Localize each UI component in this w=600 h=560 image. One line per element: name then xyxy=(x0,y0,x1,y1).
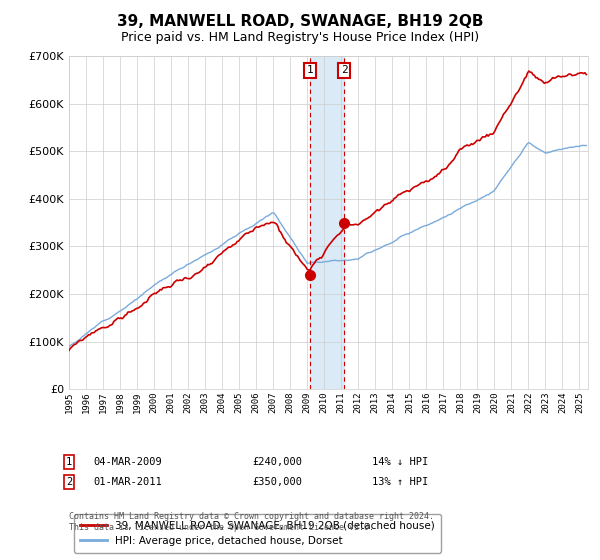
Text: 1: 1 xyxy=(66,457,72,467)
Text: 14% ↓ HPI: 14% ↓ HPI xyxy=(372,457,428,467)
Bar xyxy=(310,56,344,389)
Text: 2: 2 xyxy=(66,477,72,487)
Text: 1: 1 xyxy=(307,66,313,75)
Text: £350,000: £350,000 xyxy=(252,477,302,487)
Text: Price paid vs. HM Land Registry's House Price Index (HPI): Price paid vs. HM Land Registry's House … xyxy=(121,31,479,44)
Text: 04-MAR-2009: 04-MAR-2009 xyxy=(93,457,162,467)
Text: Contains HM Land Registry data © Crown copyright and database right 2024.
This d: Contains HM Land Registry data © Crown c… xyxy=(69,512,434,532)
Text: £240,000: £240,000 xyxy=(252,457,302,467)
Text: 13% ↑ HPI: 13% ↑ HPI xyxy=(372,477,428,487)
Text: 2: 2 xyxy=(341,66,347,75)
Legend: 39, MANWELL ROAD, SWANAGE, BH19 2QB (detached house), HPI: Average price, detach: 39, MANWELL ROAD, SWANAGE, BH19 2QB (det… xyxy=(74,515,441,553)
Text: 39, MANWELL ROAD, SWANAGE, BH19 2QB: 39, MANWELL ROAD, SWANAGE, BH19 2QB xyxy=(117,14,483,29)
Text: 01-MAR-2011: 01-MAR-2011 xyxy=(93,477,162,487)
